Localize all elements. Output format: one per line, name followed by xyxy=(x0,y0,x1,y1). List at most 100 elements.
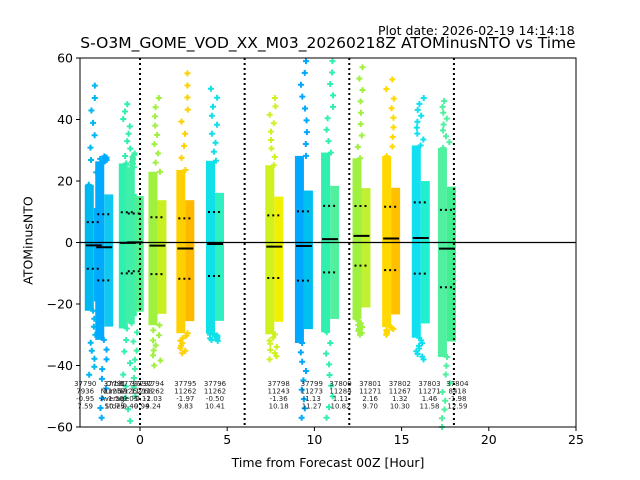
scatter-point xyxy=(88,156,95,163)
stdev-label: 9.94 xyxy=(134,403,150,411)
scatter-point xyxy=(323,126,330,133)
scatter-point xyxy=(297,81,304,88)
scatter-point xyxy=(441,98,448,105)
scatter-point xyxy=(214,337,221,344)
scatter-point xyxy=(88,107,95,114)
scatter-point xyxy=(298,386,305,393)
scatter-point xyxy=(268,137,275,144)
scatter-point xyxy=(130,384,137,391)
scatter-column xyxy=(420,181,430,324)
scatter-point xyxy=(443,362,450,369)
average-label: 1.11 xyxy=(333,395,349,403)
number-label: 11273 xyxy=(301,388,323,396)
scatter-point xyxy=(328,382,335,389)
scatter-point xyxy=(208,130,215,137)
y-tick-label: 0 xyxy=(65,235,73,250)
scatter-point xyxy=(97,405,104,412)
x-tick-label: 20 xyxy=(481,432,497,447)
scatter-point xyxy=(357,121,364,128)
scatter-point xyxy=(273,343,280,350)
stdev-label: 10.30 xyxy=(390,403,410,411)
scatter-point xyxy=(271,94,278,101)
average-label: 1.32 xyxy=(392,395,408,403)
scatter-point xyxy=(439,127,446,134)
scatter-point xyxy=(357,98,364,105)
average-label: -1.97 xyxy=(176,395,194,403)
scatter-point xyxy=(155,94,162,101)
scatter-point xyxy=(329,393,336,400)
scatter-point xyxy=(179,350,186,357)
scatter-point xyxy=(383,153,390,160)
scatter-point xyxy=(327,80,334,87)
scatter-column xyxy=(95,161,105,340)
scatter-point xyxy=(157,357,164,364)
scatter-point xyxy=(267,340,274,347)
number-label: 11271 xyxy=(359,388,381,396)
scatter-point xyxy=(212,139,219,146)
scatter-point xyxy=(303,117,310,124)
scatter-point xyxy=(210,148,217,155)
scatter-point xyxy=(438,415,445,422)
scatter-column xyxy=(205,160,215,334)
scatter-point xyxy=(303,129,310,136)
scatter-point xyxy=(413,124,420,131)
scatter-point xyxy=(127,417,134,424)
scatter-point xyxy=(98,395,105,402)
scatter-point xyxy=(323,414,330,421)
scatter-point xyxy=(323,329,330,336)
chart-title: S-O3M_GOME_VOD_XX_M03_20260218Z ATOMinus… xyxy=(80,34,576,52)
scatter-point xyxy=(184,70,191,77)
scatter-point xyxy=(418,340,425,347)
scatter-column xyxy=(265,165,275,335)
scatter-point xyxy=(324,115,331,122)
scatter-point xyxy=(98,375,105,382)
scatter-column xyxy=(437,147,447,357)
stdev-label: 9.70 xyxy=(362,403,378,411)
scatter-point xyxy=(123,337,130,344)
scatter-point xyxy=(270,162,277,169)
stdev-label: 9.83 xyxy=(178,403,194,411)
scatter-column xyxy=(157,200,167,314)
scatter-point xyxy=(128,320,135,327)
scatter-point xyxy=(87,339,94,346)
axes-layer: 0 5 10 15 20 25 −60 −40 −20 0 20 40 60 xyxy=(47,51,584,448)
x-tick-label: 25 xyxy=(568,432,584,447)
scatter-point xyxy=(183,332,190,339)
scatter-column xyxy=(84,184,94,311)
scatter-point xyxy=(416,100,423,107)
scatter-point xyxy=(152,159,159,166)
scatter-point xyxy=(101,153,108,160)
scatter-point xyxy=(355,327,362,334)
stdev-label: 11.58 xyxy=(419,403,439,411)
scatter-point xyxy=(302,141,309,148)
stdev-label: 10.18 xyxy=(269,403,289,411)
scatter-column xyxy=(303,190,313,330)
scatter-point xyxy=(88,347,95,354)
scatter-point xyxy=(389,133,396,140)
scatter-point xyxy=(91,363,98,370)
orbit-label: 37794 xyxy=(142,380,165,388)
scatter-point xyxy=(268,145,275,152)
scatter-point xyxy=(133,347,140,354)
scatter-point xyxy=(127,145,134,152)
number-label: 11257 xyxy=(104,388,126,396)
clusters-layer xyxy=(84,58,456,430)
scatter-column xyxy=(104,194,114,327)
scatter-point xyxy=(439,388,446,395)
scatter-point xyxy=(442,371,449,378)
scatter-column xyxy=(391,187,401,315)
scatter-column xyxy=(382,156,392,328)
scatter-point xyxy=(414,130,421,137)
scatter-point xyxy=(214,94,221,101)
scatter-point xyxy=(132,393,139,400)
scatter-point xyxy=(418,112,425,119)
scatter-point xyxy=(390,95,397,102)
scatter-point xyxy=(152,342,159,349)
scatter-point xyxy=(127,360,134,367)
scatter-point xyxy=(184,106,191,113)
scatter-point xyxy=(125,406,132,413)
scatter-point xyxy=(150,347,157,354)
scatter-point xyxy=(125,130,132,137)
scatter-column xyxy=(446,186,456,342)
scatter-point xyxy=(121,108,128,115)
